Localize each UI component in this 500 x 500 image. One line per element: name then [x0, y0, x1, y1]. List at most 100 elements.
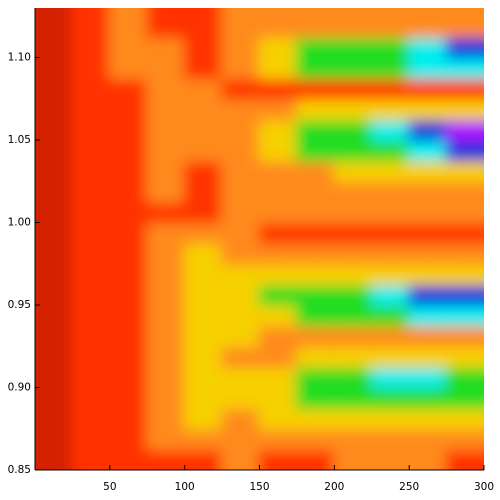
- heatmap-cell: [221, 427, 261, 451]
- axes: 50 100 150 200 250 300 0.85 0.90 0.95 1.00 1.05 1.1…: [8, 8, 494, 493]
- heatmap-cell: [295, 139, 336, 162]
- heatmap-cell: [35, 118, 74, 141]
- heatmap-cell: [71, 407, 111, 430]
- heatmap-cell: [370, 304, 411, 327]
- heatmap-cell: [295, 221, 336, 245]
- heatmap-cell: [146, 365, 186, 389]
- heatmap-cell: [183, 77, 224, 100]
- y-tick-label: 0.90: [8, 382, 31, 394]
- heatmap-cell: [35, 139, 74, 162]
- heatmap-cell: [221, 159, 261, 183]
- heatmap-cell: [108, 283, 149, 306]
- heatmap-cell: [370, 427, 411, 451]
- heatmap-cell: [445, 242, 484, 265]
- heatmap-cell: [408, 345, 448, 368]
- heatmap-cell: [183, 324, 224, 348]
- heatmap-cell: [146, 180, 186, 203]
- heatmap-cell: [333, 118, 373, 141]
- heatmap-cell: [108, 97, 149, 121]
- heatmap-cell: [408, 8, 448, 38]
- heatmap-cell: [408, 242, 448, 265]
- heatmap-cell: [71, 345, 111, 368]
- heatmap-cell: [71, 324, 111, 348]
- heatmap-cell: [258, 97, 298, 121]
- heatmap-cell: [295, 283, 336, 306]
- heatmap-cell: [108, 200, 149, 224]
- heatmap-cell: [221, 35, 261, 59]
- heatmap-cell: [333, 8, 373, 38]
- heatmap-cell: [408, 139, 448, 162]
- heatmap-cell: [146, 262, 186, 286]
- heatmap-cell: [108, 427, 149, 451]
- heatmap-cell: [333, 159, 373, 183]
- heatmap-cell: [408, 427, 448, 451]
- heatmap-cell: [295, 8, 336, 38]
- heatmap-cell: [258, 35, 298, 59]
- heatmap-cell: [333, 386, 373, 410]
- heatmap-cell: [295, 118, 336, 141]
- heatmap-cell: [295, 35, 336, 59]
- heatmap-cell: [146, 304, 186, 327]
- heatmap-cell: [183, 345, 224, 368]
- heatmap-cell: [146, 200, 186, 224]
- heatmap-cell: [71, 97, 111, 121]
- heatmap-cell: [408, 262, 448, 286]
- heatmap-cell: [333, 35, 373, 59]
- heatmap-cell: [445, 56, 484, 80]
- heatmap-cell: [108, 324, 149, 348]
- heatmap-cell: [258, 283, 298, 306]
- heatmap-cell: [71, 200, 111, 224]
- heatmap-cell: [221, 242, 261, 265]
- heatmap-cell: [295, 386, 336, 410]
- heatmap-cell: [370, 118, 411, 141]
- heatmap-cell: [333, 242, 373, 265]
- heatmap-cell: [408, 407, 448, 430]
- heatmap-cell: [71, 139, 111, 162]
- heatmap-cell: [108, 139, 149, 162]
- y-tick-label: 1.05: [8, 134, 31, 146]
- heatmap-cell: [258, 304, 298, 327]
- heatmap-cell: [408, 77, 448, 100]
- heatmap-cell: [146, 97, 186, 121]
- heatmap-cell: [333, 97, 373, 121]
- heatmap-cell: [333, 283, 373, 306]
- heatmap-cell: [146, 427, 186, 451]
- heatmap-cell: [258, 139, 298, 162]
- heatmap-cell: [370, 386, 411, 410]
- heatmap-cell: [370, 200, 411, 224]
- heatmap-cell: [258, 427, 298, 451]
- heatmap-cell: [445, 407, 484, 430]
- heatmap-cell: [333, 200, 373, 224]
- heatmap-cell: [333, 180, 373, 203]
- heatmap-cell: [408, 304, 448, 327]
- y-tick-label: 0.85: [8, 464, 31, 476]
- x-tick-label: 150: [249, 481, 269, 493]
- heatmap-cell: [258, 345, 298, 368]
- heatmap-cell: [445, 324, 484, 348]
- heatmap-cell: [108, 159, 149, 183]
- heatmap-cell: [258, 56, 298, 80]
- heatmap-cell: [370, 56, 411, 80]
- heatmap-cell: [408, 386, 448, 410]
- heatmap-cell: [258, 386, 298, 410]
- heatmap-cell: [370, 35, 411, 59]
- heatmap-cells: [35, 8, 484, 470]
- heatmap-cell: [183, 118, 224, 141]
- heatmap-cell: [183, 427, 224, 451]
- heatmap-cell: [146, 242, 186, 265]
- heatmap-cell: [370, 180, 411, 203]
- heatmap-cell: [370, 448, 411, 470]
- heatmap-cell: [183, 56, 224, 80]
- heatmap-cell: [295, 242, 336, 265]
- heatmap-cell: [445, 200, 484, 224]
- heatmap-cell: [183, 283, 224, 306]
- heatmap-cell: [71, 386, 111, 410]
- heatmap-cell: [445, 139, 484, 162]
- heatmap-cell: [146, 324, 186, 348]
- heatmap-cell: [370, 97, 411, 121]
- heatmap-cell: [370, 77, 411, 100]
- heatmap-cell: [445, 97, 484, 121]
- heatmap-cell: [146, 8, 186, 38]
- heatmap-cell: [35, 56, 74, 80]
